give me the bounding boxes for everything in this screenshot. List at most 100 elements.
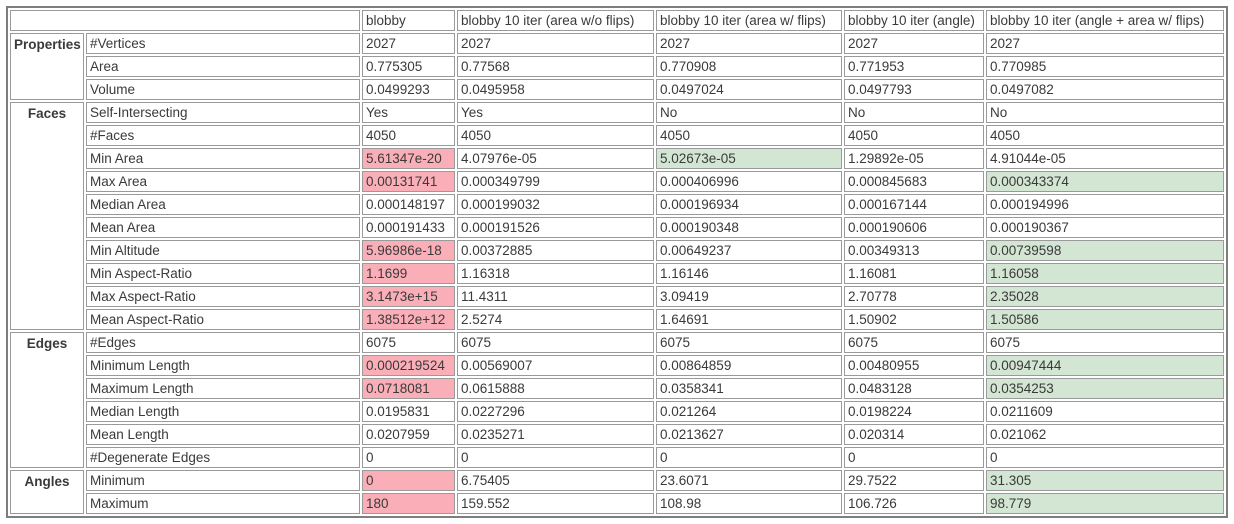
value-cell: 0.000167144: [844, 194, 984, 215]
group-label: Angles: [10, 470, 84, 514]
value-cell: 0.021264: [656, 401, 842, 422]
property-label: Min Area: [86, 148, 360, 169]
value-cell: 4.91044e-05: [986, 148, 1224, 169]
column-header: blobby 10 iter (area w/o flips): [457, 10, 654, 31]
value-cell: 0.0499293: [362, 79, 455, 100]
value-cell: 0: [656, 447, 842, 468]
value-cell: 0.000191526: [457, 217, 654, 238]
table-row: Mean Aspect-Ratio 1.38512e+12 2.5274 1.6469…: [10, 309, 1224, 330]
value-cell: 0.000191433: [362, 217, 455, 238]
property-label: #Faces: [86, 125, 360, 146]
value-cell: 0.00480955: [844, 355, 984, 376]
value-cell: 159.552: [457, 493, 654, 514]
value-cell: 1.50586: [986, 309, 1224, 330]
property-label: Maximum Length: [86, 378, 360, 399]
value-cell: 0.0497024: [656, 79, 842, 100]
table-row: Properties #Vertices 2027 2027 2027 2027 2027: [10, 33, 1224, 100]
value-cell: 0.0213627: [656, 424, 842, 445]
value-cell: 0.020314: [844, 424, 984, 445]
group-label: Edges: [10, 332, 84, 468]
value-cell: 2.70778: [844, 286, 984, 307]
table-row: Maximum 180 159.552 108.98 106.726 98.779: [10, 493, 1224, 514]
table-row: Max Aspect-Ratio 3.1473e+15 11.4311 3.09419…: [10, 286, 1224, 307]
value-cell: 6.75405: [457, 470, 654, 491]
property-label: Min Altitude: [86, 240, 360, 261]
value-cell: 0.000196934: [656, 194, 842, 215]
value-cell: 0.00349313: [844, 240, 984, 261]
value-cell: 0: [362, 470, 455, 491]
value-cell: 0.0227296: [457, 401, 654, 422]
value-cell: 0.000343374: [986, 171, 1224, 192]
value-cell: 6075: [844, 332, 984, 353]
value-cell: No: [844, 102, 984, 123]
value-cell: No: [986, 102, 1224, 123]
value-cell: 0: [844, 447, 984, 468]
property-label: Maximum: [86, 493, 360, 514]
value-cell: 0.0198224: [844, 401, 984, 422]
property-label: Mean Aspect-Ratio: [86, 309, 360, 330]
value-cell: 2027: [986, 33, 1224, 54]
value-cell: 1.16081: [844, 263, 984, 284]
column-header: blobby 10 iter (angle + area w/ flips): [986, 10, 1224, 31]
property-label: Min Aspect-Ratio: [86, 263, 360, 284]
value-cell: 5.61347e-20: [362, 148, 455, 169]
value-cell: 31.305: [986, 470, 1224, 491]
table-row: Min Area 5.61347e-20 4.07976e-05 5.02673e-0…: [10, 148, 1224, 169]
value-cell: 1.29892e-05: [844, 148, 984, 169]
value-cell: 0.0718081: [362, 378, 455, 399]
column-header: blobby: [362, 10, 455, 31]
value-cell: 0.0235271: [457, 424, 654, 445]
value-cell: 2.5274: [457, 309, 654, 330]
value-cell: 0.000406996: [656, 171, 842, 192]
table-row: Angles Minimum 0 6.75405 23.6071 29.7522 31.30…: [10, 470, 1224, 514]
group-label: Faces: [10, 102, 84, 330]
table-row: Faces Self-Intersecting Yes Yes No No No: [10, 102, 1224, 330]
column-header: blobby 10 iter (area w/ flips): [656, 10, 842, 31]
value-cell: 0.00864859: [656, 355, 842, 376]
value-cell: 0.0497793: [844, 79, 984, 100]
value-cell: 5.02673e-05: [656, 148, 842, 169]
table-row: Median Length 0.0195831 0.0227296 0.021264 0…: [10, 401, 1224, 422]
value-cell: 2027: [362, 33, 455, 54]
value-cell: 180: [362, 493, 455, 514]
table-row: Edges #Edges 6075 6075 6075 6075 6075: [10, 332, 1224, 468]
table-row: Median Area 0.000148197 0.000199032 0.00019…: [10, 194, 1224, 215]
property-label: Area: [86, 56, 360, 77]
value-cell: 0.00947444: [986, 355, 1224, 376]
value-cell: 0.000148197: [362, 194, 455, 215]
table-row: Max Area 0.00131741 0.000349799 0.000406996…: [10, 171, 1224, 192]
value-cell: 0.0615888: [457, 378, 654, 399]
value-cell: 0.000845683: [844, 171, 984, 192]
mesh-comparison-table: blobby blobby 10 iter (area w/o flips) blo…: [6, 6, 1228, 518]
value-cell: 0.770908: [656, 56, 842, 77]
value-cell: 2027: [844, 33, 984, 54]
mesh-table-body: blobby blobby 10 iter (area w/o flips) blo…: [10, 10, 1224, 514]
value-cell: 108.98: [656, 493, 842, 514]
group-label: Properties: [10, 33, 84, 100]
value-cell: 6075: [656, 332, 842, 353]
value-cell: 6075: [986, 332, 1224, 353]
table-row: Min Altitude 5.96986e-18 0.00372885 0.00649…: [10, 240, 1224, 261]
value-cell: 6075: [457, 332, 654, 353]
value-cell: 6075: [362, 332, 455, 353]
value-cell: 4050: [362, 125, 455, 146]
property-label: Minimum Length: [86, 355, 360, 376]
property-label: Minimum: [86, 470, 360, 491]
value-cell: 0.77568: [457, 56, 654, 77]
value-cell: 1.1699: [362, 263, 455, 284]
value-cell: 4050: [844, 125, 984, 146]
value-cell: 3.09419: [656, 286, 842, 307]
property-label: Mean Area: [86, 217, 360, 238]
value-cell: 29.7522: [844, 470, 984, 491]
value-cell: No: [656, 102, 842, 123]
value-cell: 4050: [457, 125, 654, 146]
value-cell: 0.0195831: [362, 401, 455, 422]
value-cell: 0.775305: [362, 56, 455, 77]
table-row: Maximum Length 0.0718081 0.0615888 0.035834…: [10, 378, 1224, 399]
table-row: Mean Area 0.000191433 0.000191526 0.0001903…: [10, 217, 1224, 238]
table-row: #Faces 4050 4050 4050 4050 4050: [10, 125, 1224, 146]
value-cell: 0.00372885: [457, 240, 654, 261]
property-label: Max Aspect-Ratio: [86, 286, 360, 307]
value-cell: 3.1473e+15: [362, 286, 455, 307]
